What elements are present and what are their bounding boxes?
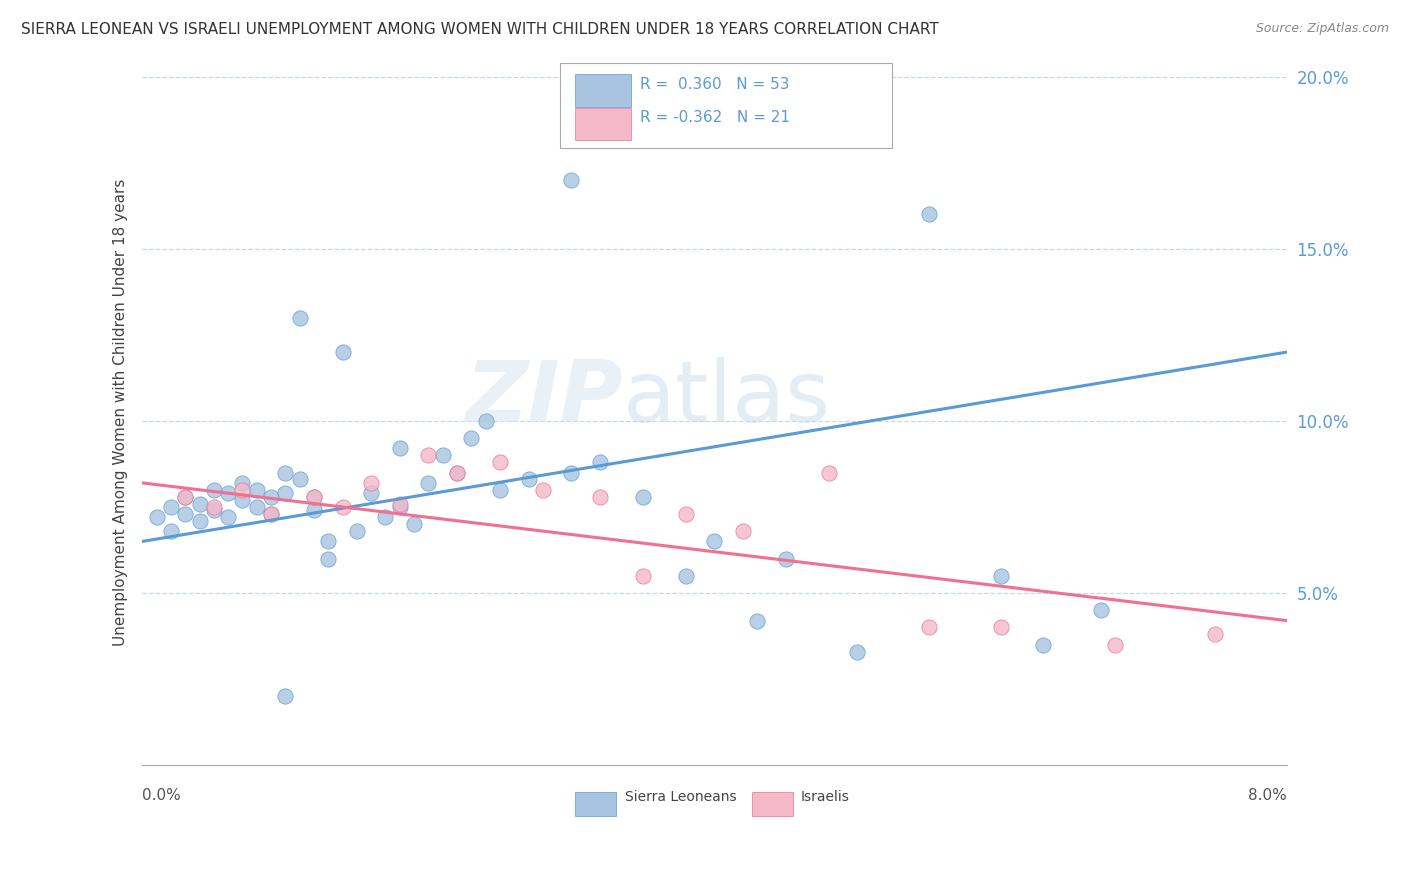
FancyBboxPatch shape bbox=[752, 792, 793, 816]
Point bbox=[246, 483, 269, 497]
Point bbox=[202, 500, 225, 514]
Point bbox=[188, 497, 211, 511]
Point bbox=[374, 510, 396, 524]
Text: Sierra Leoneans: Sierra Leoneans bbox=[626, 789, 737, 804]
Point bbox=[246, 500, 269, 514]
Point bbox=[188, 514, 211, 528]
Point bbox=[302, 503, 325, 517]
Point bbox=[346, 524, 368, 538]
FancyBboxPatch shape bbox=[575, 792, 616, 816]
Point bbox=[446, 466, 468, 480]
Point bbox=[418, 475, 440, 490]
Point bbox=[274, 690, 297, 704]
Point bbox=[332, 500, 354, 514]
Point bbox=[675, 569, 697, 583]
Point bbox=[990, 620, 1012, 634]
Point bbox=[274, 466, 297, 480]
Y-axis label: Unemployment Among Women with Children Under 18 years: Unemployment Among Women with Children U… bbox=[114, 178, 128, 646]
Point bbox=[631, 569, 654, 583]
Point bbox=[260, 490, 283, 504]
Point bbox=[360, 475, 382, 490]
Point bbox=[160, 524, 183, 538]
Point bbox=[818, 466, 841, 480]
Point bbox=[489, 483, 512, 497]
Point bbox=[231, 475, 253, 490]
Point bbox=[775, 551, 797, 566]
Point bbox=[231, 493, 253, 508]
Point bbox=[446, 466, 468, 480]
Point bbox=[404, 517, 426, 532]
Point bbox=[302, 490, 325, 504]
Point bbox=[217, 510, 239, 524]
Point bbox=[174, 507, 197, 521]
Point bbox=[1104, 638, 1126, 652]
Point bbox=[1032, 638, 1054, 652]
Point bbox=[231, 483, 253, 497]
Text: 0.0%: 0.0% bbox=[142, 788, 181, 803]
Point bbox=[631, 490, 654, 504]
Point bbox=[274, 486, 297, 500]
Text: ZIP: ZIP bbox=[465, 357, 623, 440]
Point bbox=[288, 310, 311, 325]
Point bbox=[589, 490, 612, 504]
Point bbox=[703, 534, 725, 549]
Point bbox=[360, 486, 382, 500]
Point bbox=[432, 449, 454, 463]
Point bbox=[332, 345, 354, 359]
Point bbox=[589, 455, 612, 469]
Point bbox=[560, 173, 582, 187]
Point bbox=[288, 473, 311, 487]
Point bbox=[174, 490, 197, 504]
Point bbox=[489, 455, 512, 469]
FancyBboxPatch shape bbox=[575, 108, 631, 140]
Point bbox=[316, 534, 339, 549]
Point bbox=[918, 207, 941, 221]
Point bbox=[302, 490, 325, 504]
Point bbox=[731, 524, 754, 538]
Point bbox=[918, 620, 941, 634]
Text: Israelis: Israelis bbox=[800, 789, 849, 804]
Point bbox=[217, 486, 239, 500]
Point bbox=[846, 644, 869, 658]
Point bbox=[388, 497, 411, 511]
Point bbox=[316, 551, 339, 566]
Point bbox=[517, 473, 540, 487]
Point bbox=[418, 449, 440, 463]
Point bbox=[260, 507, 283, 521]
Point bbox=[202, 483, 225, 497]
Point bbox=[388, 500, 411, 514]
Point bbox=[145, 510, 167, 524]
Text: 8.0%: 8.0% bbox=[1249, 788, 1286, 803]
Point bbox=[202, 503, 225, 517]
Text: R =  0.360   N = 53: R = 0.360 N = 53 bbox=[640, 78, 790, 92]
Point bbox=[560, 466, 582, 480]
Text: atlas: atlas bbox=[623, 357, 831, 440]
FancyBboxPatch shape bbox=[575, 74, 631, 107]
Point bbox=[260, 507, 283, 521]
Point bbox=[675, 507, 697, 521]
Point bbox=[474, 414, 496, 428]
Point bbox=[990, 569, 1012, 583]
Text: Source: ZipAtlas.com: Source: ZipAtlas.com bbox=[1256, 22, 1389, 36]
FancyBboxPatch shape bbox=[560, 63, 891, 148]
Point bbox=[388, 442, 411, 456]
Text: SIERRA LEONEAN VS ISRAELI UNEMPLOYMENT AMONG WOMEN WITH CHILDREN UNDER 18 YEARS : SIERRA LEONEAN VS ISRAELI UNEMPLOYMENT A… bbox=[21, 22, 939, 37]
Point bbox=[1204, 627, 1226, 641]
Point bbox=[160, 500, 183, 514]
Point bbox=[460, 431, 482, 445]
Text: R = -0.362   N = 21: R = -0.362 N = 21 bbox=[640, 111, 790, 126]
Point bbox=[531, 483, 554, 497]
Point bbox=[174, 490, 197, 504]
Point bbox=[747, 614, 769, 628]
Point bbox=[1090, 603, 1112, 617]
